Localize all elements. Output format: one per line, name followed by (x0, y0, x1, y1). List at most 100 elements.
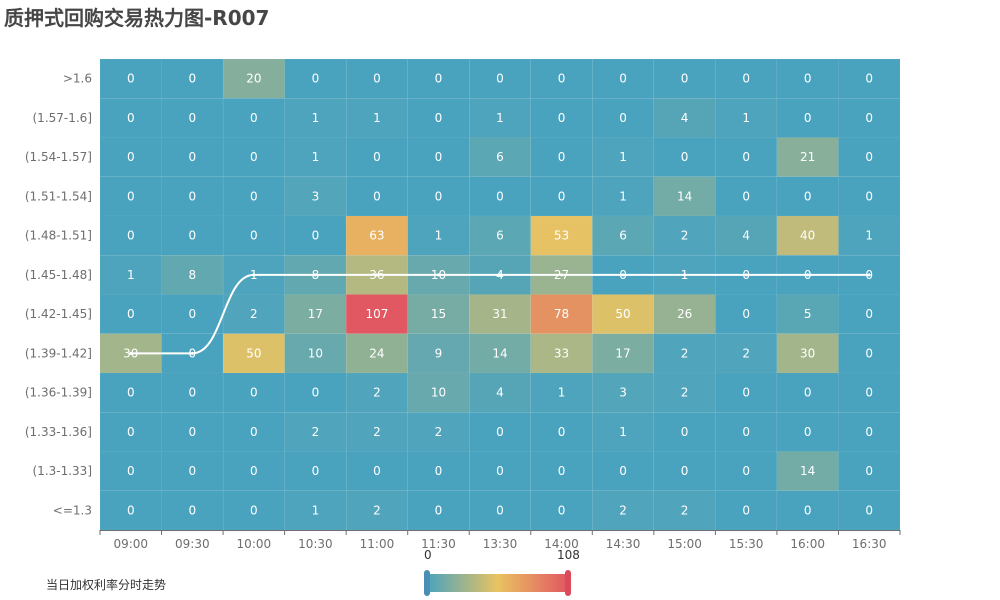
heatmap-cell[interactable] (776, 98, 839, 138)
heatmap-cell[interactable] (99, 490, 162, 531)
heatmap-cell[interactable] (530, 215, 593, 256)
heatmap-cell[interactable] (468, 412, 532, 452)
heatmap-cell[interactable] (468, 333, 532, 374)
heatmap-cell[interactable] (715, 294, 778, 334)
trend-line-point[interactable] (867, 273, 871, 277)
heatmap-cell[interactable] (838, 58, 901, 99)
heatmap-cell[interactable] (222, 58, 285, 99)
trend-line-point[interactable] (806, 273, 810, 277)
heatmap-cell[interactable] (468, 490, 532, 531)
heatmap-cell[interactable] (468, 372, 532, 413)
heatmap-cell[interactable] (345, 490, 408, 531)
heatmap-cell[interactable] (161, 451, 224, 491)
heatmap-cell[interactable] (284, 412, 347, 452)
heatmap-cell[interactable] (345, 137, 408, 177)
trend-line-point[interactable] (744, 273, 748, 277)
trend-line-point[interactable] (252, 273, 256, 277)
heatmap-cell[interactable] (653, 333, 716, 374)
trend-line-point[interactable] (560, 273, 564, 277)
heatmap-cell[interactable] (715, 490, 778, 531)
heatmap-cell[interactable] (345, 333, 408, 374)
heatmap-cell[interactable] (222, 137, 285, 177)
heatmap-cell[interactable] (592, 333, 655, 374)
heatmap-cell[interactable] (776, 176, 839, 217)
visual-map[interactable]: 0 108 (424, 546, 580, 600)
trend-line-point[interactable] (190, 351, 194, 355)
heatmap-cell[interactable] (222, 176, 285, 217)
heatmap-cell[interactable] (222, 412, 285, 452)
heatmap-cell[interactable] (284, 215, 347, 256)
heatmap-cell[interactable] (161, 176, 224, 217)
heatmap-cell[interactable] (530, 98, 593, 138)
heatmap-cell[interactable] (715, 412, 778, 452)
heatmap-cell[interactable] (99, 215, 162, 256)
heatmap-cell[interactable] (653, 412, 716, 452)
heatmap-cell[interactable] (284, 372, 347, 413)
heatmap-cell[interactable] (530, 137, 593, 177)
heatmap-cell[interactable] (468, 294, 532, 334)
heatmap-cell[interactable] (161, 294, 224, 334)
heatmap-cell[interactable] (592, 137, 655, 177)
heatmap-cell[interactable] (653, 490, 716, 531)
heatmap-cell[interactable] (161, 255, 224, 295)
heatmap-cell[interactable] (284, 58, 347, 99)
heatmap-cell[interactable] (653, 176, 716, 217)
heatmap-cell[interactable] (99, 451, 162, 491)
heatmap-cell[interactable] (715, 372, 778, 413)
heatmap-cell[interactable] (161, 98, 224, 138)
trend-line-point[interactable] (683, 273, 687, 277)
heatmap-cell[interactable] (468, 215, 532, 256)
heatmap-cell[interactable] (345, 98, 408, 138)
heatmap-cell[interactable] (776, 215, 839, 256)
heatmap-cell[interactable] (222, 451, 285, 491)
heatmap-cell[interactable] (99, 98, 162, 138)
heatmap-cell[interactable] (161, 215, 224, 256)
heatmap-cell[interactable] (468, 451, 532, 491)
heatmap-cell[interactable] (530, 412, 593, 452)
heatmap-cell[interactable] (653, 58, 716, 99)
heatmap-cell[interactable] (592, 58, 655, 99)
heatmap-cell[interactable] (284, 490, 347, 531)
heatmap-cell[interactable] (222, 490, 285, 531)
heatmap-cell[interactable] (838, 98, 901, 138)
heatmap-cell[interactable] (284, 294, 347, 334)
heatmap-cell[interactable] (345, 372, 408, 413)
heatmap-cell[interactable] (284, 98, 347, 138)
heatmap-cell[interactable] (838, 372, 901, 413)
heatmap-cell[interactable] (99, 412, 162, 452)
heatmap-cell[interactable] (530, 58, 593, 99)
heatmap-cell[interactable] (99, 58, 162, 99)
heatmap-cell[interactable] (407, 98, 470, 138)
heatmap-cell[interactable] (468, 58, 532, 99)
heatmap-cell[interactable] (653, 137, 716, 177)
heatmap-cell[interactable] (530, 372, 593, 413)
heatmap-cell[interactable] (468, 176, 532, 217)
heatmap-cell[interactable] (99, 176, 162, 217)
heatmap-cell[interactable] (468, 137, 532, 177)
heatmap-cell[interactable] (592, 176, 655, 217)
heatmap-cell[interactable] (715, 176, 778, 217)
heatmap-cell[interactable] (284, 451, 347, 491)
heatmap-cell[interactable] (345, 294, 408, 334)
heatmap-cell[interactable] (653, 98, 716, 138)
heatmap-cell[interactable] (776, 451, 839, 491)
heatmap-cell[interactable] (222, 215, 285, 256)
heatmap-cell[interactable] (530, 294, 593, 334)
heatmap-cell[interactable] (407, 490, 470, 531)
heatmap-cell[interactable] (776, 333, 839, 374)
heatmap-cell[interactable] (161, 412, 224, 452)
heatmap-cell[interactable] (468, 98, 532, 138)
heatmap-cell[interactable] (530, 333, 593, 374)
heatmap-cell[interactable] (99, 137, 162, 177)
heatmap-cell[interactable] (776, 294, 839, 334)
heatmap-cell[interactable] (161, 58, 224, 99)
heatmap-cell[interactable] (407, 215, 470, 256)
heatmap-cell[interactable] (284, 176, 347, 217)
heatmap-cell[interactable] (715, 215, 778, 256)
heatmap-cell[interactable] (407, 176, 470, 217)
heatmap-cell[interactable] (222, 372, 285, 413)
heatmap-cell[interactable] (99, 294, 162, 334)
heatmap-cell[interactable] (345, 176, 408, 217)
heatmap-cell[interactable] (592, 490, 655, 531)
heatmap-cell[interactable] (345, 412, 408, 452)
